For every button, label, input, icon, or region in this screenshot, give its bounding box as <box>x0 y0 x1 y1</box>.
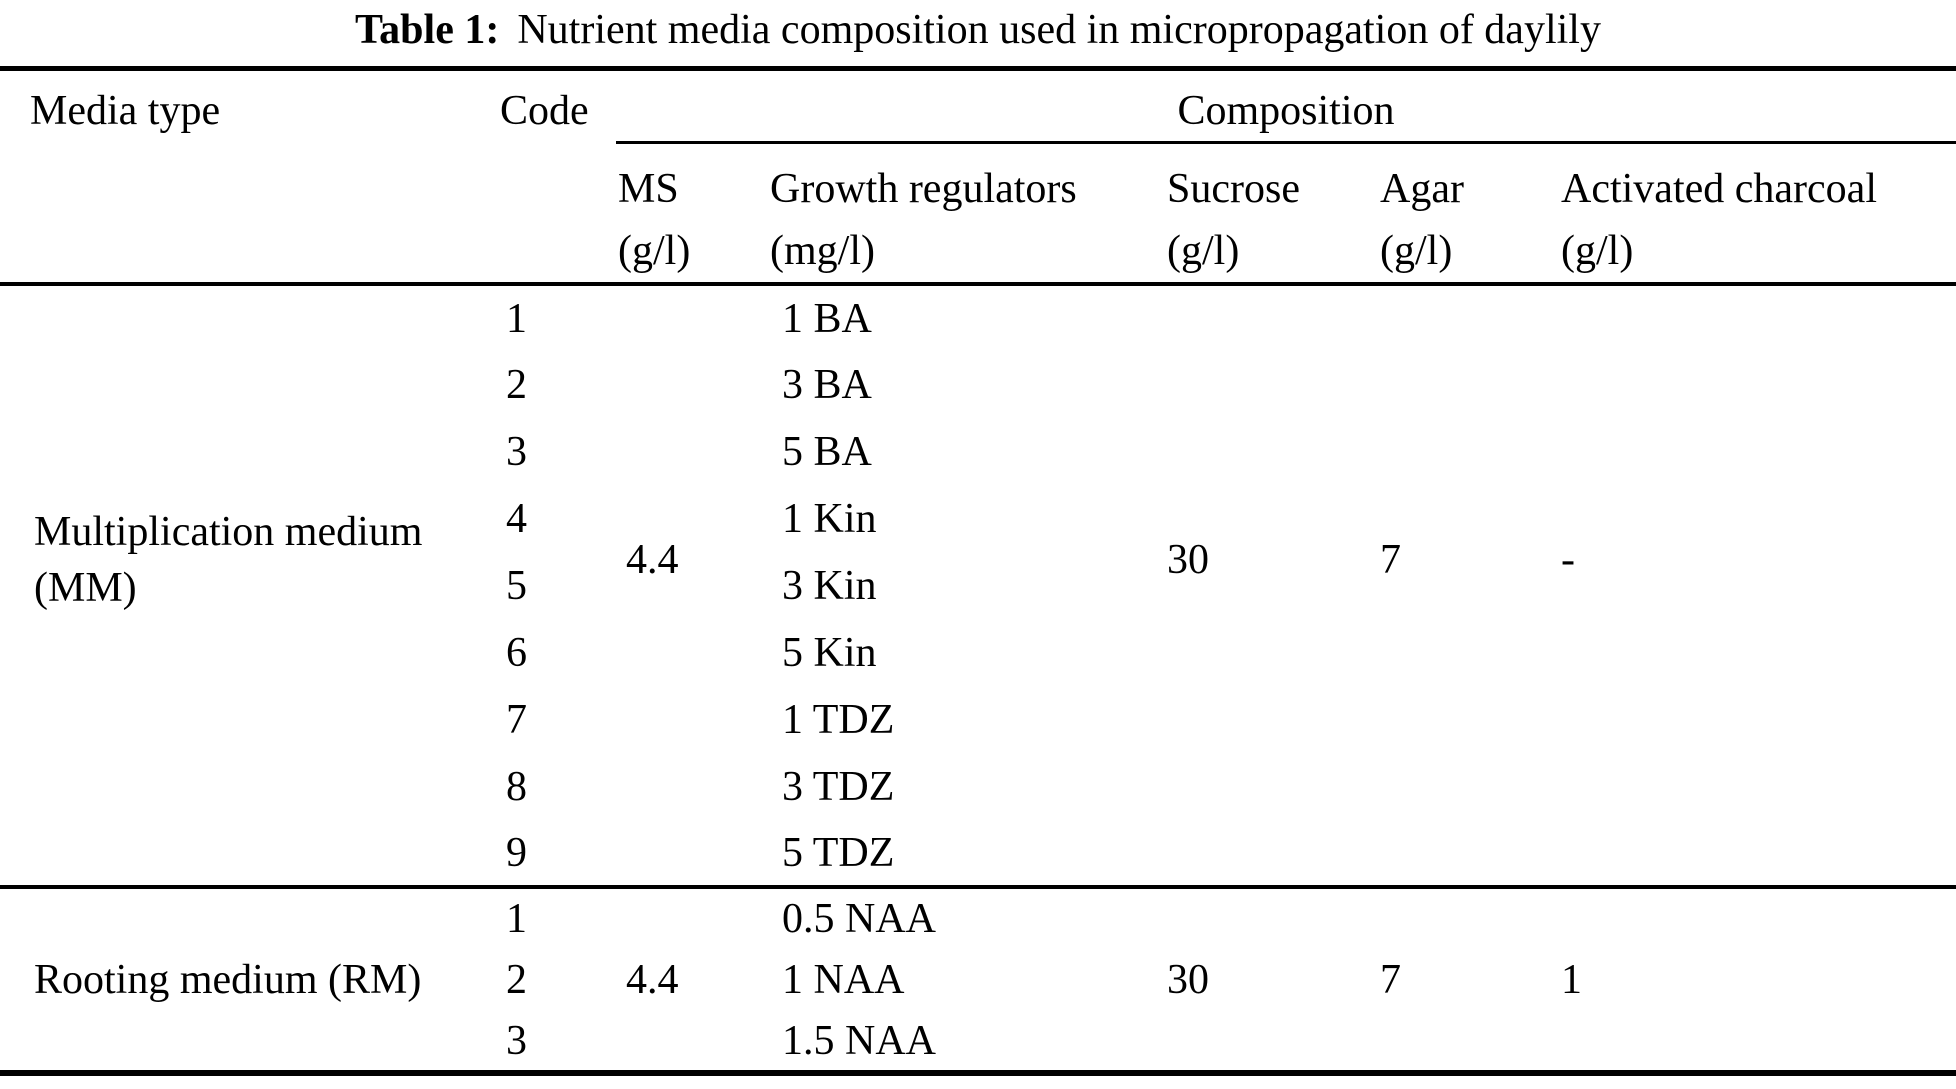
cell-code: 3 <box>506 428 527 475</box>
col-header-activated-charcoal-unit: (g/l) <box>1561 228 1634 274</box>
cell-growth-regulator: 1 TDZ <box>782 696 895 743</box>
table-row: 2 3 BA <box>0 351 1956 418</box>
table-row: 8 3 TDZ <box>0 753 1956 820</box>
nutrient-media-table: Media type Code Composition MS (g/l) Gro… <box>0 66 1956 1076</box>
cell-media-type: Rooting medium (RM) <box>0 887 500 1073</box>
table-caption-text: Nutrient media composition used in micro… <box>517 7 1601 53</box>
cell-growth-regulator: 1 BA <box>782 295 872 342</box>
cell-growth-regulator: 3 BA <box>782 361 872 408</box>
table-caption: Table 1: Nutrient media composition used … <box>0 0 1956 66</box>
col-header-sucrose: Sucrose (g/l) <box>1165 143 1380 285</box>
cell-growth-regulator: 5 BA <box>782 428 872 475</box>
col-header-activated-charcoal-name: Activated charcoal <box>1561 166 1877 212</box>
group-rooting-medium: Rooting medium (RM) 1 4.4 0.5 NAA 30 7 1… <box>0 887 1956 1073</box>
cell-agar: 7 <box>1380 956 1401 1003</box>
col-header-ms-name: MS <box>618 166 679 212</box>
cell-code: 1 <box>506 295 527 342</box>
cell-growth-regulator: 3 TDZ <box>782 763 895 810</box>
cell-agar: 7 <box>1380 536 1401 583</box>
cell-code: 2 <box>506 361 527 408</box>
cell-sucrose: 30 <box>1167 536 1209 583</box>
col-header-growth-regulators-name: Growth regulators <box>770 166 1077 212</box>
table-row: 3 1.5 NAA <box>0 1011 1956 1073</box>
cell-growth-regulator: 1 NAA <box>782 957 905 1003</box>
cell-growth-regulator: 3 Kin <box>782 562 877 609</box>
cell-activated-charcoal: 1 <box>1561 956 1582 1003</box>
cell-media-type-line1: Multiplication medium <box>34 508 423 555</box>
cell-growth-regulator: 0.5 NAA <box>782 896 936 942</box>
table-row: Multiplication medium (MM) 1 4.4 1 BA 30… <box>0 284 1956 611</box>
cell-growth-regulator: 5 Kin <box>782 629 877 676</box>
table-row: 9 5 TDZ <box>0 820 1956 887</box>
cell-code: 4 <box>506 495 527 542</box>
col-header-agar-name: Agar <box>1380 166 1464 212</box>
cell-growth-regulator: 5 TDZ <box>782 829 895 876</box>
table-header: Media type Code Composition MS (g/l) Gro… <box>0 68 1956 285</box>
cell-ms: 4.4 <box>626 956 679 1003</box>
col-header-media-type: Media type <box>30 88 221 134</box>
cell-code: 7 <box>506 696 527 743</box>
cell-media-type: Multiplication medium (MM) <box>0 284 500 887</box>
table-row: 3 5 BA <box>0 418 1956 485</box>
col-header-growth-regulators: Growth regulators (mg/l) <box>770 143 1165 285</box>
cell-media-type-line2: (MM) <box>34 564 137 611</box>
cell-growth-regulator: 1 Kin <box>782 495 877 542</box>
col-header-composition: Composition <box>616 68 1956 144</box>
table-row: 4 1 Kin <box>0 485 1956 552</box>
col-header-activated-charcoal: Activated charcoal (g/l) <box>1557 143 1956 285</box>
group-multiplication-medium: Multiplication medium (MM) 1 4.4 1 BA 30… <box>0 284 1956 887</box>
cell-growth-regulator: 1.5 NAA <box>782 1017 936 1064</box>
cell-code: 2 <box>506 957 527 1003</box>
table-row: Rooting medium (RM) 1 4.4 0.5 NAA 30 7 1 <box>0 887 1956 1003</box>
col-header-ms-unit: (g/l) <box>618 228 691 274</box>
cell-ms: 4.4 <box>626 536 679 583</box>
cell-activated-charcoal: - <box>1561 536 1575 583</box>
col-header-agar-unit: (g/l) <box>1380 228 1453 274</box>
table-row: 2 1 NAA <box>0 949 1956 1011</box>
cell-code: 3 <box>506 1017 527 1064</box>
cell-code: 1 <box>506 896 527 942</box>
col-header-sucrose-unit: (g/l) <box>1167 228 1240 274</box>
col-header-growth-regulators-unit: (mg/l) <box>770 228 875 274</box>
table-row: 6 5 Kin <box>0 619 1956 686</box>
cell-media-type-line1: Rooting medium (RM) <box>34 956 422 1003</box>
table-row: 5 3 Kin <box>0 552 1956 619</box>
cell-code: 9 <box>506 829 527 876</box>
col-header-sucrose-name: Sucrose <box>1167 166 1300 212</box>
col-header-ms: MS (g/l) <box>616 143 770 285</box>
cell-code: 6 <box>506 629 527 676</box>
col-header-code: Code <box>500 88 589 134</box>
cell-code: 8 <box>506 763 527 810</box>
table-row: 7 1 TDZ <box>0 686 1956 753</box>
cell-code: 5 <box>506 562 527 609</box>
col-header-agar: Agar (g/l) <box>1380 143 1557 285</box>
table-caption-label: Table 1: <box>355 7 500 53</box>
cell-sucrose: 30 <box>1167 956 1209 1003</box>
